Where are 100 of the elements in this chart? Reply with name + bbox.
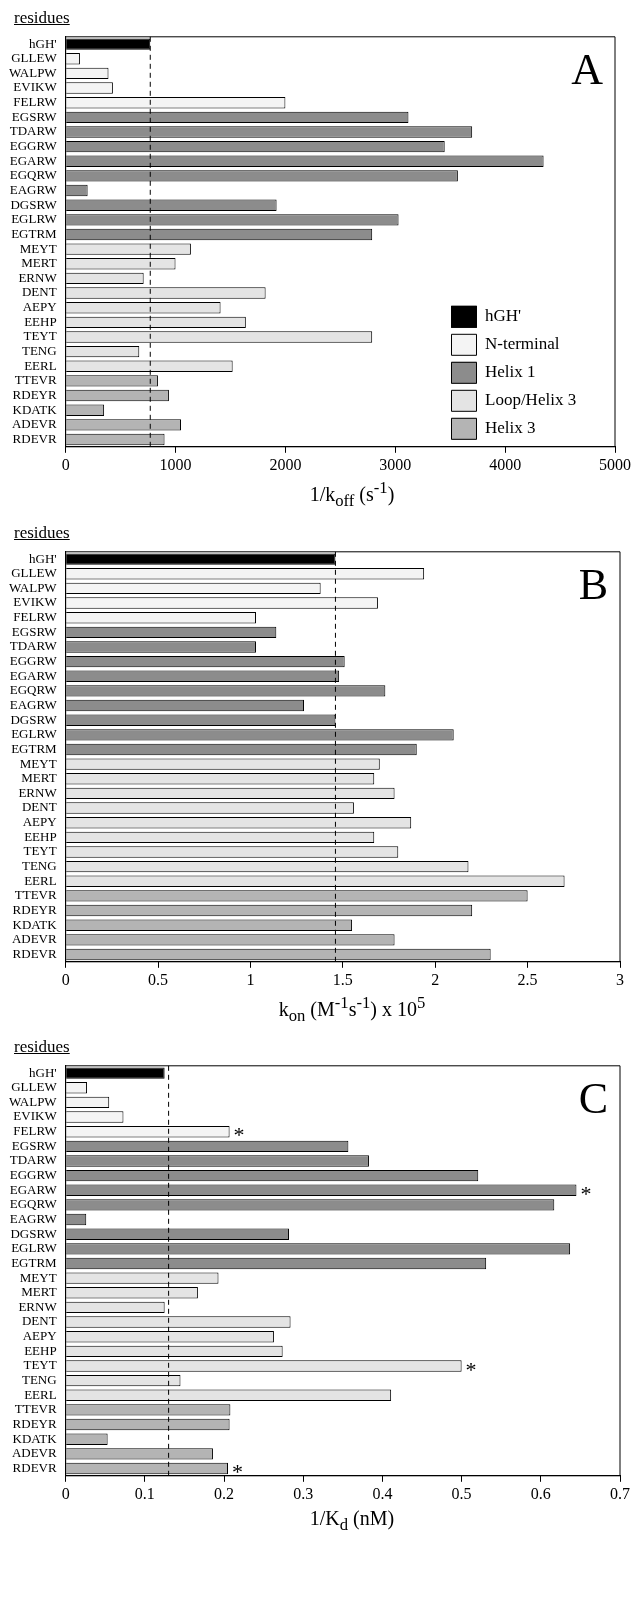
y-tick-label: WALPW xyxy=(8,64,58,80)
y-tick-label: MEYT xyxy=(19,240,57,256)
y-tick-label: TEYT xyxy=(23,843,57,859)
y-axis-title: residues xyxy=(14,1037,71,1058)
y-tick-label: ADEVR xyxy=(11,930,57,946)
y-tick-label: EVIKW xyxy=(13,1108,58,1124)
x-tick-label: 0.7 xyxy=(610,1484,630,1502)
y-tick-label: DGSRW xyxy=(10,196,58,212)
y-tick-label: EVIKW xyxy=(13,594,58,610)
y-tick-label: DENT xyxy=(21,1313,57,1329)
y-tick-label: EGARW xyxy=(9,667,58,683)
y-tick-label: DGSRW xyxy=(10,1225,58,1241)
y-tick-label: EERL xyxy=(24,1387,57,1402)
annotation: * xyxy=(232,1459,243,1485)
y-tick-label: DENT xyxy=(21,284,57,300)
y-tick-label: TEYT xyxy=(23,328,57,344)
y-tick-label: TENG xyxy=(21,343,57,359)
y-tick-label: ADEVR xyxy=(11,416,57,432)
x-tick-label: 3 xyxy=(616,970,624,988)
y-tick-label: EGGRW xyxy=(9,1167,58,1183)
y-tick-label: ERNW xyxy=(18,269,58,285)
y-tick-label: hGH' xyxy=(29,35,57,51)
y-tick-label: EERL xyxy=(24,357,57,373)
y-tick-label: FELRW xyxy=(13,1123,58,1139)
y-tick-label: WALPW xyxy=(8,579,58,595)
y-tick-label: hGH' xyxy=(29,550,57,566)
y-tick-label: MERT xyxy=(21,769,57,785)
y-tick-label: EGSRW xyxy=(11,623,58,639)
y-tick-label: ERNW xyxy=(18,1299,58,1315)
y-tick-label: RDEVR xyxy=(12,1460,57,1476)
y-tick-label: EGTRM xyxy=(11,225,58,241)
y-tick-label: DENT xyxy=(21,799,57,815)
y-tick-label: EAGRW xyxy=(9,181,58,197)
y-tick-label: GLLEW xyxy=(11,564,58,580)
y-tick-label: EGARW xyxy=(9,1182,58,1197)
x-axis-title: 1/K$_{d}$ (nM) xyxy=(308,1507,396,1536)
x-tick-label: 0.5 xyxy=(451,1484,472,1502)
y-tick-label: TENG xyxy=(21,1372,57,1388)
x-tick-label: 0 xyxy=(61,455,70,473)
y-tick-label: WALPW xyxy=(8,1094,58,1110)
annotation: C xyxy=(578,1074,608,1124)
legend-label: Loop/Helix 3 xyxy=(485,390,577,410)
x-tick-label: 0 xyxy=(61,970,70,988)
y-tick-label: TEYT xyxy=(23,1357,57,1373)
y-tick-label: TENG xyxy=(21,857,57,873)
y-tick-label: MEYT xyxy=(19,755,57,771)
y-tick-label: TTEVR xyxy=(14,886,57,902)
y-tick-label: EGARW xyxy=(9,152,58,168)
y-tick-label: EVIKW xyxy=(13,79,58,95)
annotation: * xyxy=(233,1122,245,1148)
x-tick-label: 5000 xyxy=(599,455,631,473)
y-tick-label: RDEVR xyxy=(12,945,57,961)
x-tick-label: 0.1 xyxy=(134,1484,155,1502)
y-tick-label: TTEVR xyxy=(14,372,57,388)
y-tick-label: KDATK xyxy=(12,1430,58,1446)
y-tick-label: EGQRW xyxy=(9,1196,58,1212)
y-tick-label: EGQRW xyxy=(9,681,58,697)
y-tick-label: MERT xyxy=(21,1284,57,1300)
x-tick-label: 0.2 xyxy=(214,1484,235,1502)
x-tick-label: 2000 xyxy=(269,455,302,473)
y-tick-label: EGSRW xyxy=(11,108,58,124)
y-tick-label: KDATK xyxy=(12,401,58,417)
x-tick-label: 0.4 xyxy=(372,1484,393,1502)
y-tick-label: EGTRM xyxy=(11,740,58,756)
x-tick-label: 0.6 xyxy=(530,1484,551,1502)
x-axis-title: k$_{on}$ (M$^{-1}$s$^{-1}$) x 10$^{5}$ xyxy=(277,992,427,1026)
y-tick-label: RDEYR xyxy=(12,1416,57,1432)
legend-label: Helix 1 xyxy=(485,362,536,382)
legend-label: N-terminal xyxy=(485,334,560,354)
y-tick-label: AEPY xyxy=(22,813,58,829)
legend-label: hGH' xyxy=(485,306,522,326)
y-tick-label: TDARW xyxy=(9,638,58,654)
x-tick-label: 1000 xyxy=(159,455,192,473)
y-tick-label: ADEVR xyxy=(11,1445,57,1461)
y-axis-title: residues xyxy=(14,8,71,28)
legend-label: Helix 3 xyxy=(485,418,536,438)
y-tick-label: EGQRW xyxy=(9,167,58,183)
y-tick-label: MERT xyxy=(21,255,57,271)
x-tick-label: 1 xyxy=(246,970,255,988)
y-tick-label: EEHP xyxy=(24,313,57,329)
y-tick-label: EGLRW xyxy=(11,211,58,227)
y-tick-label: GLLEW xyxy=(11,50,58,66)
y-tick-label: EGLRW xyxy=(11,1240,58,1256)
y-tick-label: EEHP xyxy=(24,828,57,844)
x-tick-label: 0.3 xyxy=(293,1484,314,1502)
x-tick-label: 0 xyxy=(61,1484,70,1502)
x-tick-label: 2.5 xyxy=(517,970,538,988)
y-tick-label: GLLEW xyxy=(11,1079,58,1095)
y-tick-label: EGSRW xyxy=(11,1138,58,1154)
y-tick-label: EGLRW xyxy=(11,725,58,741)
x-axis-title: 1/k$_{off}$ (s$^{-1}$) xyxy=(308,478,396,511)
x-tick-label: 4000 xyxy=(489,455,522,473)
y-tick-label: EGGRW xyxy=(9,652,58,668)
y-tick-label: EAGRW xyxy=(9,696,58,712)
y-tick-label: FELRW xyxy=(13,608,58,624)
y-tick-label: TTEVR xyxy=(14,1401,57,1417)
y-tick-label: EGGRW xyxy=(9,138,58,154)
y-tick-label: AEPY xyxy=(22,299,58,315)
x-tick-label: 0.5 xyxy=(148,970,169,988)
y-tick-label: DGSRW xyxy=(10,711,58,727)
